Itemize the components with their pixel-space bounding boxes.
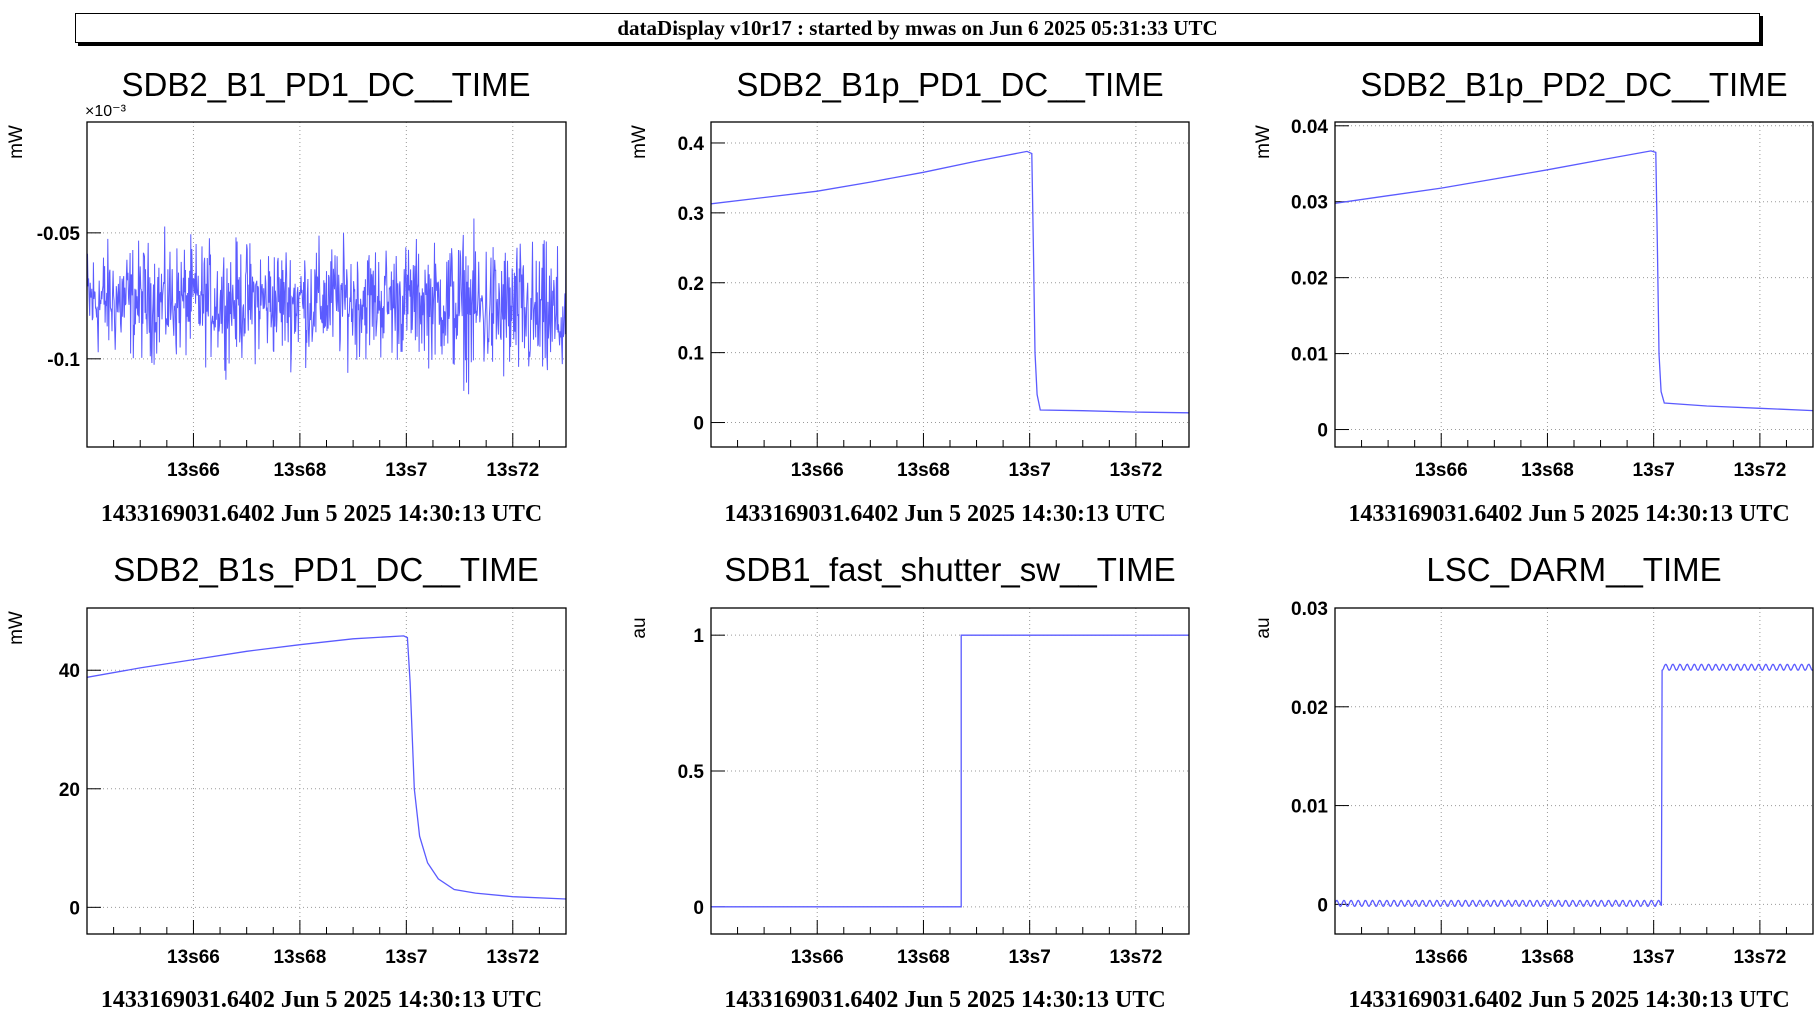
y-tick-label: 0.03 (1291, 193, 1328, 214)
x-tick-label: 13s66 (791, 460, 844, 481)
x-tick-label: 13s66 (167, 947, 220, 968)
plot-frame (86, 607, 567, 935)
y-axis-unit: mW (6, 611, 27, 645)
y-tick-label: 0.04 (1291, 117, 1328, 138)
series-line (87, 218, 566, 395)
y-tick-label: 0.2 (678, 274, 704, 295)
y-tick-label: 0 (69, 898, 80, 919)
y-tick-label: 0.3 (678, 204, 704, 225)
x-tick-label: 13s72 (486, 947, 539, 968)
y-axis-unit: au (1253, 617, 1274, 638)
y-tick-label: 0.01 (1291, 345, 1328, 366)
x-tick-label: 13s7 (1009, 947, 1051, 968)
y-tick-label: 0.1 (678, 344, 705, 365)
y-tick-label: 0.01 (1291, 797, 1328, 818)
x-tick-label: 13s72 (1109, 460, 1162, 481)
y-axis-unit: mW (629, 125, 650, 159)
series-line (87, 635, 566, 900)
plot-frame (710, 121, 1190, 448)
x-tick-label: 13s72 (1109, 947, 1162, 968)
plot-title: SDB2_B1p_PD1_DC__TIME (736, 66, 1163, 103)
plot-frame (710, 607, 1190, 935)
y-tick-label: 0.4 (678, 134, 705, 155)
y-tick-label: 20 (59, 780, 80, 801)
y-tick-label: -0.05 (37, 224, 81, 245)
gps-time-label: 1433169031.6402 Jun 5 2025 14:30:13 UTC (1348, 987, 1789, 1012)
plot-frame (86, 121, 567, 448)
series-line (711, 634, 1189, 908)
y-tick-label: -0.1 (47, 350, 80, 371)
gps-time-label: 1433169031.6402 Jun 5 2025 14:30:13 UTC (724, 987, 1165, 1012)
y-tick-label: 0.5 (678, 762, 705, 783)
x-tick-label: 13s68 (273, 460, 326, 481)
y-tick-label: 0.02 (1291, 269, 1328, 290)
banner-title: dataDisplay v10r17 : started by mwas on … (75, 13, 1760, 43)
x-tick-label: 13s66 (791, 947, 844, 968)
plot-frame (1334, 607, 1814, 935)
y-tick-label: 0.02 (1291, 698, 1328, 719)
y-axis-exponent: ×10⁻³ (85, 103, 127, 120)
gps-time-label: 1433169031.6402 Jun 5 2025 14:30:13 UTC (101, 987, 542, 1012)
y-tick-label: 0.03 (1291, 599, 1328, 620)
y-tick-label: 0 (693, 898, 704, 919)
gps-time-label: 1433169031.6402 Jun 5 2025 14:30:13 UTC (101, 501, 542, 527)
y-axis-unit: au (629, 617, 650, 638)
y-tick-label: 0 (1317, 421, 1328, 442)
y-tick-label: 40 (59, 661, 80, 682)
x-tick-label: 13s66 (1415, 947, 1468, 968)
plot-title: SDB2_B1_PD1_DC__TIME (121, 66, 530, 103)
x-tick-label: 13s72 (1733, 947, 1786, 968)
y-tick-label: 0 (693, 414, 704, 435)
plot-title: SDB2_B1s_PD1_DC__TIME (113, 551, 539, 588)
x-tick-label: 13s68 (1521, 460, 1574, 481)
x-tick-label: 13s7 (1633, 947, 1675, 968)
series-line (1335, 150, 1813, 412)
x-tick-label: 13s68 (1521, 947, 1574, 968)
x-tick-label: 13s68 (897, 947, 950, 968)
x-tick-label: 13s68 (273, 947, 326, 968)
x-tick-label: 13s7 (385, 947, 427, 968)
x-tick-label: 13s68 (897, 460, 950, 481)
x-tick-label: 13s72 (1733, 460, 1786, 481)
plot-frame (1334, 121, 1814, 448)
y-axis-unit: mW (1253, 125, 1274, 159)
plot-title: SDB1_fast_shutter_sw__TIME (724, 551, 1175, 588)
x-tick-label: 13s66 (1415, 460, 1468, 481)
plot-title: SDB2_B1p_PD2_DC__TIME (1360, 66, 1787, 103)
plot-title: LSC_DARM__TIME (1426, 551, 1721, 588)
x-tick-label: 13s66 (167, 460, 220, 481)
series-line (1335, 663, 1813, 908)
gps-time-label: 1433169031.6402 Jun 5 2025 14:30:13 UTC (1348, 501, 1789, 527)
y-tick-label: 1 (693, 626, 704, 647)
x-tick-label: 13s7 (1009, 460, 1051, 481)
x-tick-label: 13s72 (486, 460, 539, 481)
series-line (711, 150, 1189, 414)
gps-time-label: 1433169031.6402 Jun 5 2025 14:30:13 UTC (724, 501, 1165, 527)
x-tick-label: 13s7 (385, 460, 427, 481)
y-tick-label: 0 (1317, 895, 1328, 916)
y-axis-unit: mW (6, 125, 27, 159)
x-tick-label: 13s7 (1633, 460, 1675, 481)
